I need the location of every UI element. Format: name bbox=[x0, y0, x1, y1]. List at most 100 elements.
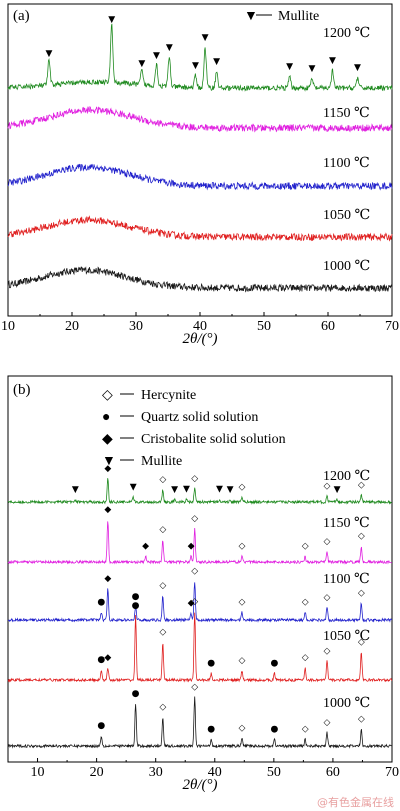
panel-a-x-axis-title: 2θ/(°) bbox=[182, 331, 217, 347]
legend-b-label-4: Mullite bbox=[141, 454, 182, 469]
peak-marker-b-4-0: ▼ bbox=[72, 485, 79, 495]
peak-marker-a-4-3: ▼ bbox=[153, 51, 160, 61]
peak-marker-b-0-7: ◇ bbox=[302, 724, 309, 734]
peak-marker-a-4-11: ▼ bbox=[354, 63, 361, 73]
panel-b-series-labels: 1200 ℃ 1150 ℃ 1100 ℃ 1050 ℃ 1000 ℃ bbox=[323, 469, 370, 711]
peak-marker-b-3-3: ◆ bbox=[188, 542, 195, 552]
panel-a-label: (a) bbox=[13, 8, 30, 24]
peak-marker-b-4-7: ▼ bbox=[216, 484, 223, 494]
legend-a-symbol: ▼ bbox=[244, 9, 258, 24]
peak-marker-b-1-9: ◇ bbox=[324, 646, 331, 656]
peak-marker-b-4-4: ▼ bbox=[171, 485, 178, 495]
panel-b-label: (b) bbox=[13, 382, 31, 398]
peak-marker-a-4-5: ▼ bbox=[192, 61, 199, 71]
peak-marker-b-0-9: ◇ bbox=[358, 715, 365, 725]
peak-marker-a-4-6: ▼ bbox=[202, 33, 209, 43]
peak-marker-b-0-3: ◇ bbox=[191, 683, 198, 693]
peak-marker-b-2-7: ◇ bbox=[302, 597, 309, 607]
peak-marker-b-1-1: ◆ bbox=[104, 653, 111, 663]
panel-a: (a) ▼ Mullite ▼ ▼ ▼ ▼ ▼ ▼ ▼ ▼ ▼ ▼ ▼ ▼ 1200 ℃ 1150 ℃… bbox=[1, 3, 399, 347]
series-label-b-1150: 1150 ℃ bbox=[323, 516, 370, 531]
peak-marker-a-4-9: ▼ bbox=[309, 64, 316, 74]
panel-a-series-labels: 1200 ℃ 1150 ℃ 1100 ℃ 1050 ℃ 1000 ℃ bbox=[323, 26, 370, 274]
x-tick-label-a-3: 40 bbox=[193, 319, 207, 334]
series-label-a-1050: 1050 ℃ bbox=[323, 208, 370, 223]
panel-a-markers: ▼ ▼ ▼ ▼ ▼ ▼ ▼ ▼ ▼ ▼ ▼ ▼ bbox=[46, 15, 361, 74]
peak-marker-b-0-5: ◇ bbox=[238, 723, 245, 733]
peak-marker-b-4-6: ◇ bbox=[191, 474, 198, 484]
xrd-trace-b-3 bbox=[7, 521, 393, 565]
xrd-trace-a-3 bbox=[7, 106, 393, 133]
peak-marker-b-4-3: ◇ bbox=[159, 475, 166, 485]
peak-marker-b-1-3: ◇ bbox=[159, 628, 166, 638]
peak-marker-b-0-8: ◇ bbox=[324, 718, 331, 728]
panel-b-x-axis-title: 2θ/(°) bbox=[182, 777, 217, 793]
peak-marker-b-0-4: ● bbox=[207, 724, 215, 734]
peak-marker-b-2-1: ◆ bbox=[104, 574, 111, 584]
legend-a-label: Mullite bbox=[278, 9, 319, 24]
peak-marker-b-2-6: ◇ bbox=[238, 597, 245, 607]
x-tick-label-a-2: 30 bbox=[129, 319, 143, 334]
series-label-a-1150: 1150 ℃ bbox=[323, 106, 370, 121]
series-label-a-1100: 1100 ℃ bbox=[323, 156, 370, 171]
peak-marker-a-4-10: ▼ bbox=[329, 56, 336, 66]
peak-marker-b-1-10: ◇ bbox=[358, 638, 365, 648]
x-tick-label-a-1: 20 bbox=[65, 319, 79, 334]
peak-marker-b-4-10: ◇ bbox=[324, 482, 331, 492]
panel-b-frame bbox=[7, 375, 393, 763]
peak-marker-b-2-4: ◆ bbox=[188, 598, 195, 608]
peak-marker-b-4-2: ▼ bbox=[130, 483, 137, 493]
peak-marker-b-4-9: ◇ bbox=[238, 483, 245, 493]
peak-marker-b-4-1: ◆ bbox=[104, 464, 111, 474]
peak-marker-b-2-9: ◇ bbox=[358, 589, 365, 599]
panel-b-legend: ◇ Hercynite ● Quartz solid solution ◆ Cr… bbox=[102, 388, 286, 469]
peak-marker-a-4-1: ▼ bbox=[108, 15, 115, 25]
watermark: @有色金属在线 bbox=[317, 795, 394, 809]
peak-marker-b-0-1: ● bbox=[132, 689, 140, 699]
peak-marker-b-1-2: ● bbox=[132, 601, 140, 611]
series-label-a-1000: 1000 ℃ bbox=[323, 259, 370, 274]
series-label-b-1100: 1100 ℃ bbox=[323, 572, 370, 587]
peak-marker-b-4-12: ◇ bbox=[358, 480, 365, 490]
peak-marker-a-4-7: ▼ bbox=[213, 57, 220, 67]
panel-b-traces bbox=[7, 478, 393, 749]
x-tick-label-a-0: 10 bbox=[1, 319, 15, 334]
x-tick-label-b-3: 40 bbox=[208, 765, 222, 780]
peak-marker-b-3-1: ◆ bbox=[142, 542, 149, 552]
peak-marker-b-0-6: ● bbox=[270, 724, 278, 734]
series-label-b-1000: 1000 ℃ bbox=[323, 696, 370, 711]
xrd-trace-a-2 bbox=[7, 163, 393, 191]
legend-b-symbol-4: ▼ bbox=[102, 454, 116, 469]
panel-b-markers: ●●◇◇● ◇ ● ◇◇ ◇● ◆●◇◇● ◇ ●◇◇◇●◆●◇◆◇◇ ◇ ◇ ◇◆◆◇◆◇◇ ◇ ◇◇… bbox=[72, 464, 365, 735]
peak-marker-b-3-5: ◇ bbox=[238, 542, 245, 552]
legend-b-label-3: Cristobalite solid solution bbox=[141, 432, 286, 447]
x-tick-label-b-0: 10 bbox=[31, 765, 45, 780]
legend-b-symbol-3: ◆ bbox=[102, 432, 113, 447]
xrd-trace-b-1 bbox=[7, 612, 393, 683]
peak-marker-b-3-2: ◇ bbox=[159, 525, 166, 535]
series-label-a-1200: 1200 ℃ bbox=[323, 26, 370, 41]
xrd-trace-a-1 bbox=[7, 215, 393, 242]
legend-b-symbol-2: ● bbox=[102, 410, 110, 425]
x-tick-label-b-4: 50 bbox=[267, 765, 281, 780]
legend-b-symbol-1: ◇ bbox=[102, 388, 113, 403]
peak-marker-b-1-4: ◇ bbox=[191, 597, 198, 607]
xrd-trace-a-4 bbox=[7, 23, 393, 92]
peak-marker-a-4-8: ▼ bbox=[286, 62, 293, 72]
xrd-trace-b-2 bbox=[7, 582, 393, 623]
peak-marker-a-4-4: ▼ bbox=[166, 43, 173, 53]
peak-marker-b-3-8: ◇ bbox=[358, 532, 365, 542]
panel-b-x-ticks: 10 20 30 40 50 60 70 bbox=[7, 758, 399, 780]
peak-marker-b-3-7: ◇ bbox=[324, 537, 331, 547]
peak-marker-b-4-11: ▼ bbox=[334, 485, 341, 495]
x-tick-label-b-5: 60 bbox=[326, 765, 340, 780]
peak-marker-b-3-0: ◆ bbox=[104, 505, 111, 515]
peak-marker-b-2-5: ◇ bbox=[191, 567, 198, 577]
legend-b-label-2: Quartz solid solution bbox=[141, 410, 258, 425]
panel-b: (b) ◇ Hercynite ● Quartz solid solution … bbox=[7, 375, 399, 793]
x-tick-label-a-6: 70 bbox=[385, 319, 399, 334]
x-tick-label-a-5: 60 bbox=[321, 319, 335, 334]
series-label-b-1200: 1200 ℃ bbox=[323, 469, 370, 484]
peak-marker-b-1-7: ● bbox=[270, 658, 278, 668]
